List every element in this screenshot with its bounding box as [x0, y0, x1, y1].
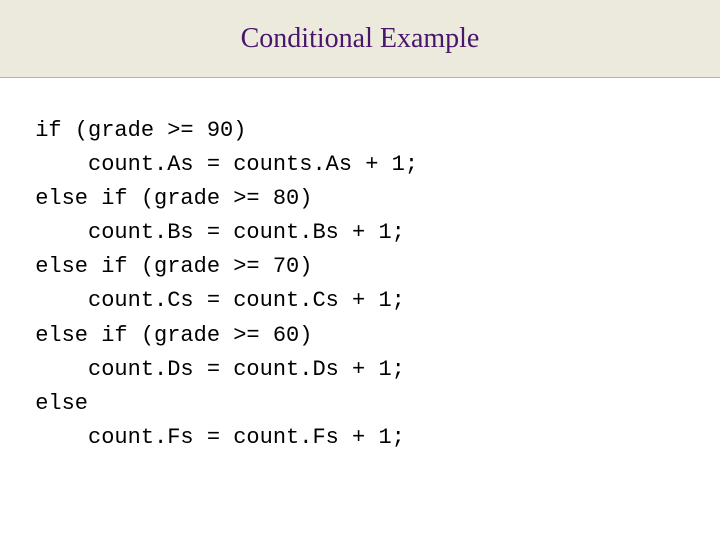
code-line: else if (grade >= 60) [22, 323, 312, 348]
code-block: if (grade >= 90) count.As = counts.As + … [22, 114, 698, 455]
slide: Conditional Example if (grade >= 90) cou… [0, 0, 720, 540]
slide-title: Conditional Example [241, 23, 480, 55]
code-line: else if (grade >= 70) [22, 254, 312, 279]
code-line: else if (grade >= 80) [22, 186, 312, 211]
slide-header: Conditional Example [0, 0, 720, 78]
code-line: count.Ds = count.Ds + 1; [22, 357, 405, 382]
code-line: count.As = counts.As + 1; [22, 152, 418, 177]
code-line: count.Cs = count.Cs + 1; [22, 288, 405, 313]
code-line: count.Bs = count.Bs + 1; [22, 220, 405, 245]
code-line: count.Fs = count.Fs + 1; [22, 425, 405, 450]
code-line: else [22, 391, 88, 416]
slide-content: if (grade >= 90) count.As = counts.As + … [0, 78, 720, 455]
code-line: if (grade >= 90) [22, 118, 246, 143]
